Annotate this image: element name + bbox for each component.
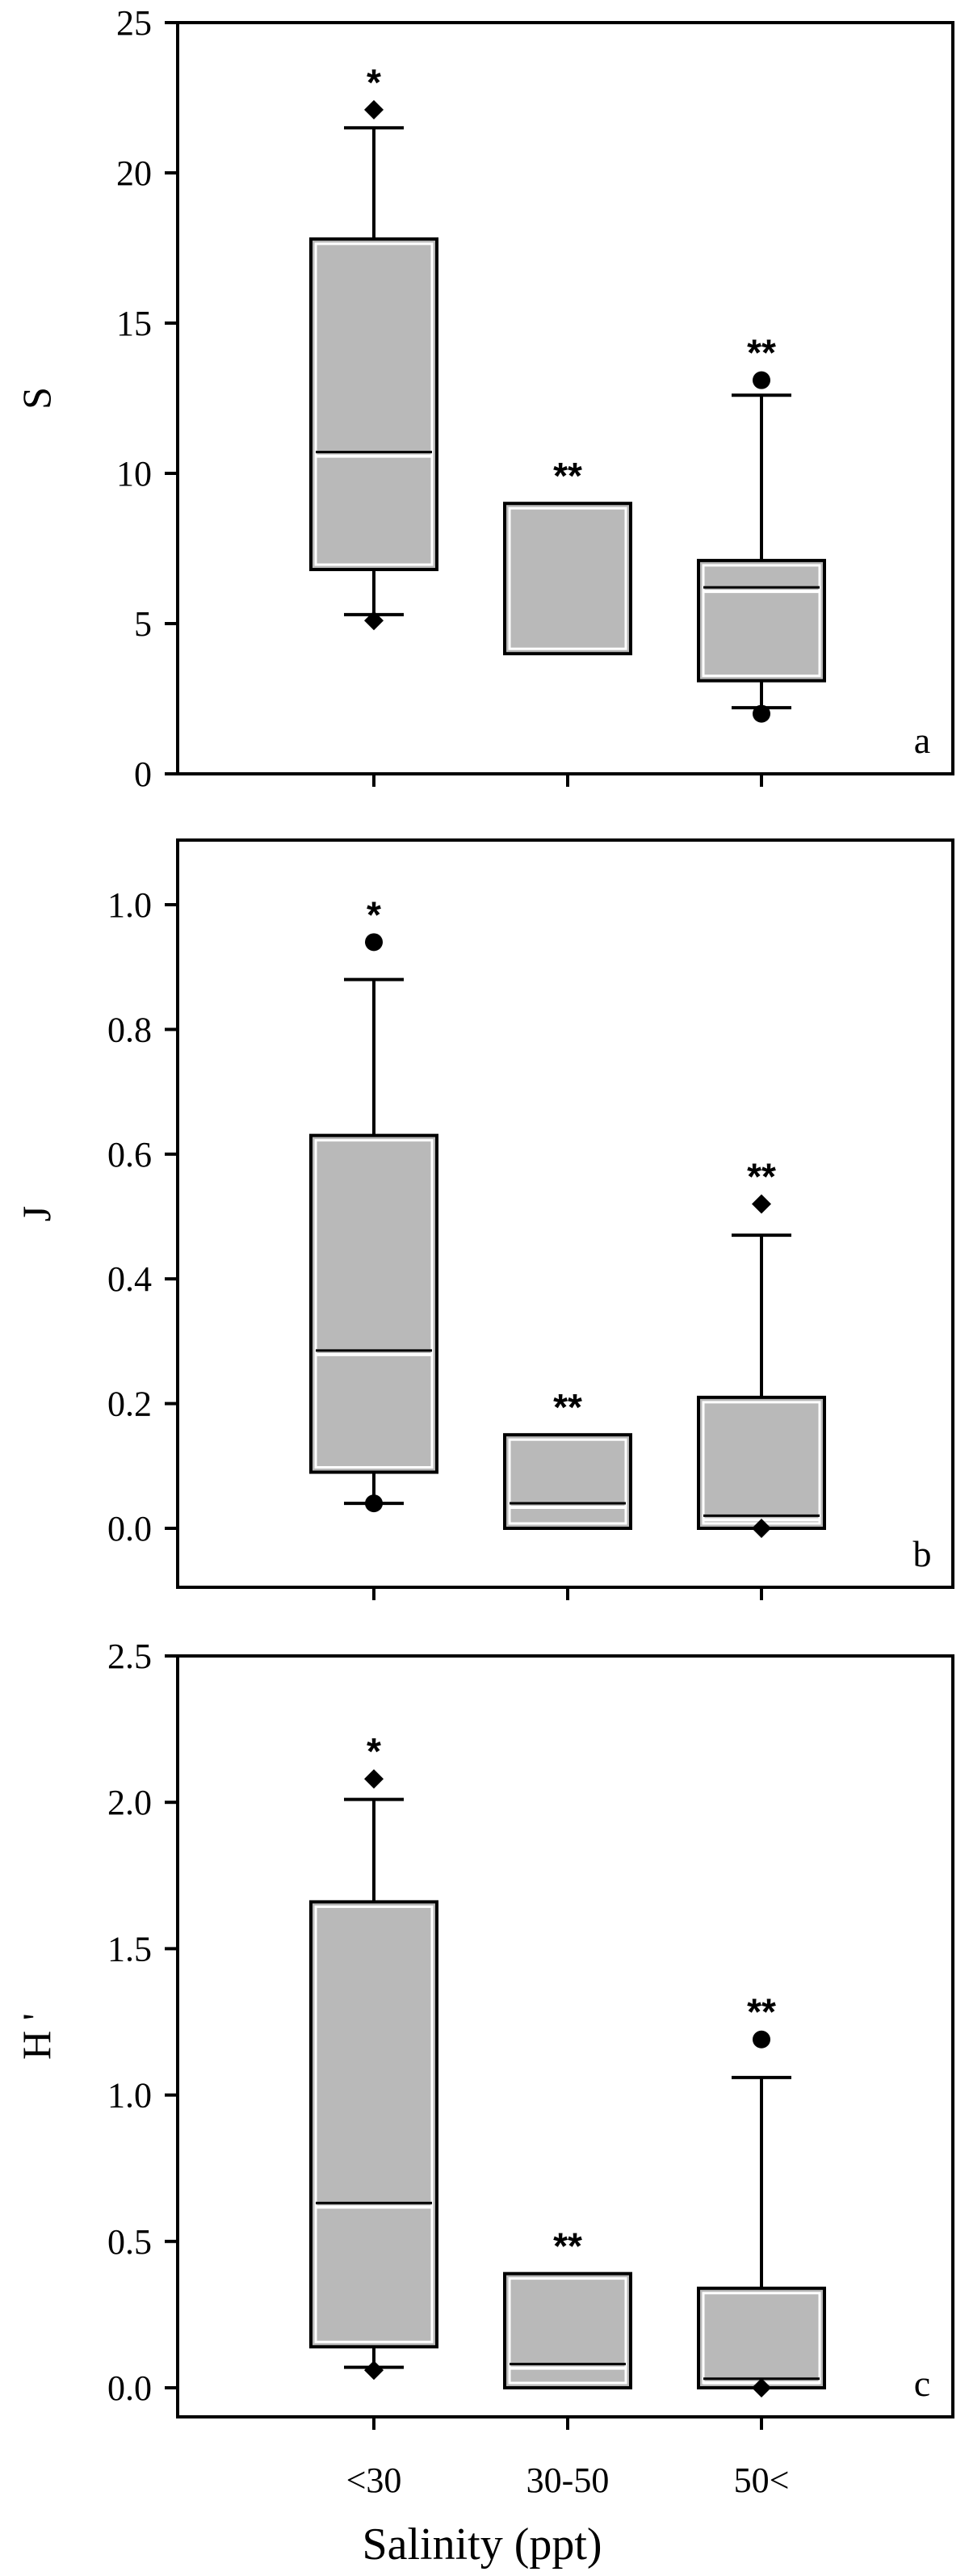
y-tick-label: 0.8	[107, 1010, 152, 1049]
y-tick-label: 0.4	[107, 1259, 152, 1299]
y-tick-label: 15	[116, 304, 152, 343]
x-axis-tick-labels: <30 30-50 50<	[346, 2460, 790, 2500]
iqr-box	[309, 237, 438, 572]
y-tick-label: 2.0	[107, 1783, 152, 1822]
y-axis-title: S	[14, 387, 59, 410]
iqr-box	[697, 558, 826, 683]
panels: 0510152025Sa*****0.00.20.40.60.81.0Jb***…	[14, 3, 954, 2430]
y-tick-label: 5	[134, 604, 152, 644]
significance-label: *	[367, 1730, 381, 1772]
plot-frame	[176, 838, 954, 1589]
plot-frame	[176, 1654, 954, 2418]
y-tick-label: 1.5	[107, 1929, 152, 1969]
significance-label: **	[747, 1156, 776, 1198]
y-tick-label: 2.5	[107, 1637, 152, 1676]
y-tick-label: 20	[116, 153, 152, 193]
panel-letter: a	[914, 720, 930, 761]
iqr-box-inner-edge	[508, 506, 627, 650]
y-tick-label: 1.0	[107, 885, 152, 925]
x-axis-title: Salinity (ppt)	[362, 2519, 602, 2570]
outlier-circle-marker	[365, 1494, 383, 1513]
outlier-diamond-marker	[364, 99, 384, 120]
y-tick-label: 0.6	[107, 1135, 152, 1175]
iqr-box-inner-edge	[508, 2277, 627, 2385]
outlier-circle-marker	[365, 933, 383, 952]
outlier-diamond-marker	[364, 611, 384, 631]
iqr-box	[503, 1433, 632, 1530]
y-tick-label: 0.2	[107, 1385, 152, 1424]
outlier-circle-marker	[753, 371, 770, 389]
iqr-box	[309, 1900, 438, 2349]
panel-letter: c	[914, 2363, 930, 2404]
box-<30: *	[309, 61, 438, 631]
iqr-box-inner-edge	[508, 1438, 627, 1525]
x-tick-label: 50<	[734, 2460, 790, 2500]
box-30-50: **	[503, 2225, 632, 2390]
significance-label: **	[553, 1386, 582, 1428]
box-50<: **	[697, 1991, 826, 2397]
iqr-box	[697, 2286, 826, 2389]
outlier-diamond-marker	[752, 1519, 771, 1538]
outlier-diamond-marker	[364, 1769, 384, 1789]
iqr-box	[309, 1133, 438, 1474]
significance-label: *	[367, 61, 381, 103]
outlier-circle-marker	[753, 704, 770, 723]
iqr-box	[697, 1395, 826, 1530]
y-tick-label: 0.0	[107, 1509, 152, 1549]
iqr-box	[503, 502, 632, 656]
plot-frame	[176, 21, 954, 775]
outlier-diamond-marker	[752, 2378, 771, 2397]
significance-label: **	[553, 2225, 582, 2267]
panel-letter: b	[913, 1533, 932, 1574]
y-tick-label: 0.0	[107, 2368, 152, 2408]
iqr-box-inner-edge	[314, 1905, 434, 2343]
outlier-diamond-marker	[364, 2360, 384, 2381]
significance-label: **	[553, 455, 582, 497]
y-tick-label: 25	[116, 3, 152, 43]
box-50<: **	[697, 1156, 826, 1538]
iqr-box-inner-edge	[314, 242, 434, 566]
panel-c: 0.00.51.01.52.02.5H 'c*****	[14, 1637, 954, 2430]
significance-label: *	[367, 893, 381, 935]
y-tick-label: 10	[116, 454, 152, 494]
y-axis-title: H '	[14, 2013, 59, 2060]
box-50<: **	[697, 332, 826, 723]
x-tick-label: <30	[346, 2460, 402, 2500]
significance-label: **	[747, 1991, 776, 2033]
iqr-box-inner-edge	[314, 1139, 434, 1469]
y-tick-label: 0.5	[107, 2222, 152, 2262]
box-30-50: **	[503, 1386, 632, 1530]
y-tick-label: 1.0	[107, 2076, 152, 2116]
significance-label: **	[747, 332, 776, 374]
y-tick-label: 0	[134, 754, 152, 794]
x-tick-label: 30-50	[526, 2460, 610, 2500]
box-30-50: **	[503, 455, 632, 656]
outlier-circle-marker	[753, 2030, 770, 2049]
iqr-box	[503, 2271, 632, 2390]
panel-b: 0.00.20.40.60.81.0Jb*****	[14, 838, 954, 1600]
box-<30: *	[309, 1730, 438, 2381]
iqr-box-inner-edge	[702, 564, 821, 678]
box-<30: *	[309, 893, 438, 1513]
outlier-diamond-marker	[752, 1194, 771, 1214]
y-axis-title: J	[14, 1206, 59, 1221]
